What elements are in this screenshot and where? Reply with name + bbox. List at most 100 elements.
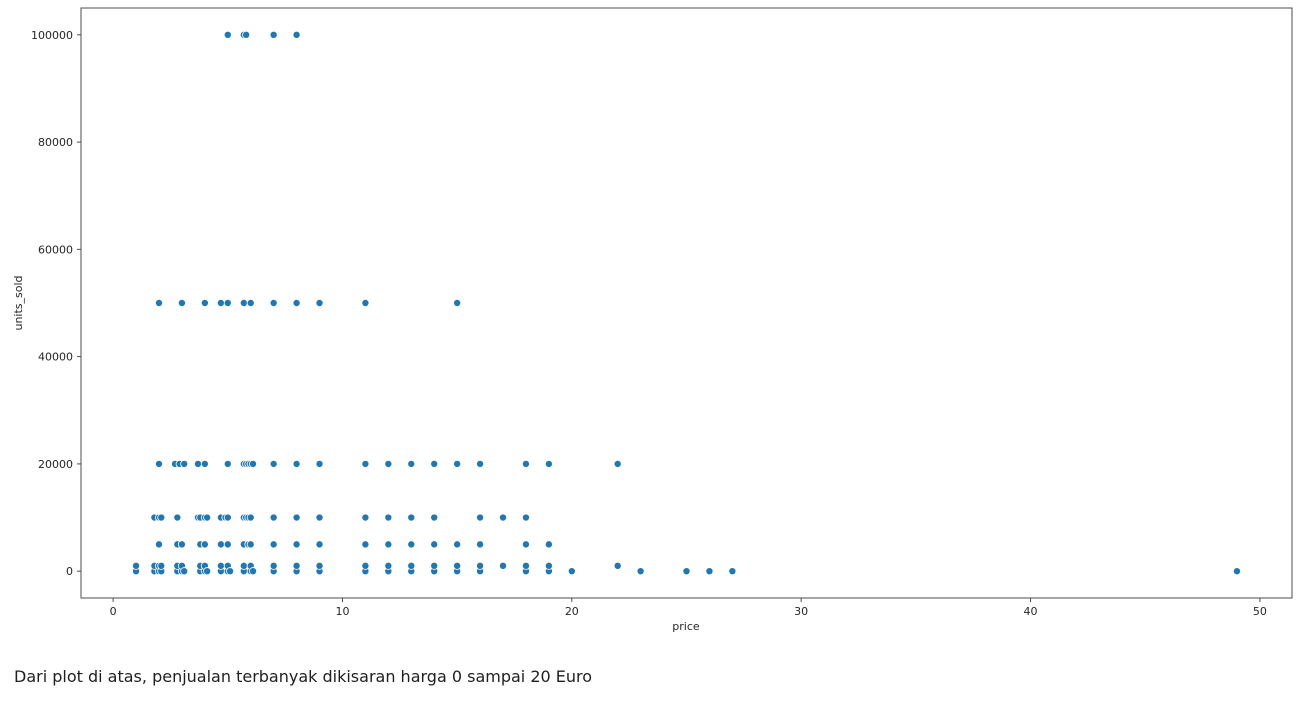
y-axis-ticks: 0 20000 40000 60000 80000 100000 <box>31 29 81 578</box>
data-point <box>216 540 225 549</box>
y-axis-label: units_sold <box>12 275 25 330</box>
data-point <box>223 30 232 39</box>
data-point <box>453 459 462 468</box>
data-point <box>544 459 553 468</box>
data-point <box>453 298 462 307</box>
x-axis-label: price <box>672 620 700 633</box>
data-point <box>728 567 737 576</box>
x-tick-label: 0 <box>110 605 117 618</box>
data-point <box>239 298 248 307</box>
data-point <box>315 540 324 549</box>
data-point <box>193 459 202 468</box>
data-point <box>430 459 439 468</box>
data-point <box>521 561 530 570</box>
data-point <box>154 540 163 549</box>
data-point <box>216 298 225 307</box>
data-point <box>499 561 508 570</box>
chart-svg: 0 10 20 30 40 50 020000400006000080000100000 … <box>12 7 1293 633</box>
data-point <box>226 567 235 576</box>
data-point <box>705 567 714 576</box>
data-point <box>154 459 163 468</box>
data-point <box>269 459 278 468</box>
data-point <box>132 561 141 570</box>
data-point <box>453 540 462 549</box>
scatter-chart: 0 10 20 30 40 50 0 20000 40000 60000 80000 100000 … <box>12 7 1293 633</box>
y-tick-label: 20000 <box>38 458 73 471</box>
data-point <box>180 567 189 576</box>
data-point <box>613 459 622 468</box>
data-point <box>315 298 324 307</box>
data-point <box>200 298 209 307</box>
data-point <box>292 513 301 522</box>
data-point <box>223 298 232 307</box>
data-point <box>269 298 278 307</box>
data-point <box>157 561 166 570</box>
y-tick-label: 80000 <box>38 136 73 149</box>
data-point <box>453 561 462 570</box>
data-point <box>384 540 393 549</box>
data-point <box>521 540 530 549</box>
data-point <box>476 513 485 522</box>
data-point <box>315 459 324 468</box>
x-tick-label: 30 <box>794 605 808 618</box>
data-point <box>384 459 393 468</box>
data-point <box>521 513 530 522</box>
data-point <box>239 561 248 570</box>
data-point <box>292 298 301 307</box>
data-point <box>203 567 212 576</box>
data-point <box>384 561 393 570</box>
data-point <box>1232 567 1241 576</box>
y-tick-label: 60000 <box>38 243 73 256</box>
data-point <box>200 459 209 468</box>
data-point <box>361 298 370 307</box>
data-point <box>246 298 255 307</box>
data-point <box>361 513 370 522</box>
data-point <box>361 459 370 468</box>
data-points <box>132 30 1241 576</box>
data-point <box>636 567 645 576</box>
x-tick-label: 10 <box>335 605 349 618</box>
data-point <box>203 513 212 522</box>
data-point <box>499 513 508 522</box>
data-point <box>180 459 189 468</box>
data-point <box>430 561 439 570</box>
data-point <box>269 513 278 522</box>
data-point <box>177 298 186 307</box>
data-point <box>292 30 301 39</box>
x-tick-label: 20 <box>565 605 579 618</box>
data-point <box>430 540 439 549</box>
data-point <box>407 513 416 522</box>
data-point <box>476 540 485 549</box>
data-point <box>544 561 553 570</box>
data-point <box>246 513 255 522</box>
data-point <box>173 513 182 522</box>
data-point <box>407 459 416 468</box>
x-tick-label: 40 <box>1024 605 1038 618</box>
data-point <box>361 540 370 549</box>
data-point <box>269 540 278 549</box>
data-point <box>292 561 301 570</box>
y-tick-label: 100000 <box>31 29 73 42</box>
plot-area <box>80 7 1293 599</box>
data-point <box>157 513 166 522</box>
data-point <box>242 30 251 39</box>
data-point <box>682 567 691 576</box>
data-point <box>223 459 232 468</box>
y-tick-label: 0 <box>66 565 73 578</box>
data-point <box>476 561 485 570</box>
data-point <box>269 30 278 39</box>
data-point <box>177 540 186 549</box>
data-point <box>315 513 324 522</box>
data-point <box>249 459 258 468</box>
x-axis-ticks: 0 10 20 30 40 50 <box>110 598 1267 618</box>
data-point <box>384 513 393 522</box>
data-point <box>407 540 416 549</box>
data-point <box>249 567 258 576</box>
data-point <box>407 561 416 570</box>
data-point <box>521 459 530 468</box>
data-point <box>567 567 576 576</box>
data-point <box>292 459 301 468</box>
data-point <box>430 513 439 522</box>
data-point <box>292 540 301 549</box>
data-point <box>613 561 622 570</box>
